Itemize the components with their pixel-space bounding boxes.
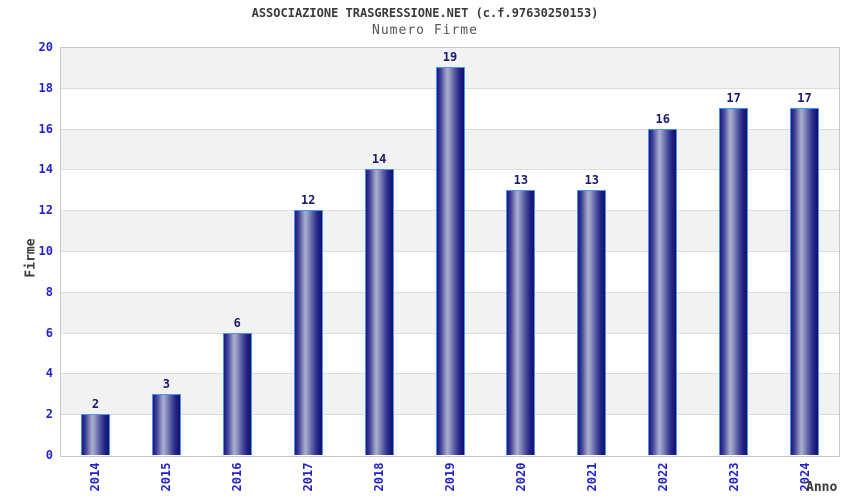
y-tick-label: 10 xyxy=(38,244,53,258)
y-tick-label: 2 xyxy=(45,407,53,422)
bar-2021 xyxy=(577,189,607,455)
y-tick-label: 20 xyxy=(38,40,53,54)
bar-2022 xyxy=(648,128,678,455)
bar-2016 xyxy=(222,332,252,455)
chart-title: ASSOCIAZIONE TRASGRESSIONE.NET (c.f.9763… xyxy=(251,6,599,20)
x-axis-title: Anno xyxy=(806,480,838,495)
bar-2017 xyxy=(293,210,323,455)
bar-value-label: 17 xyxy=(726,91,741,106)
x-tick-label: 2016 xyxy=(230,462,245,492)
x-tick-label: 2018 xyxy=(372,462,387,492)
bar-value-label: 14 xyxy=(371,152,387,167)
y-tick-label: 4 xyxy=(45,366,53,381)
bar-2023 xyxy=(719,108,749,455)
bar-value-label: 13 xyxy=(584,172,600,187)
bar-2020 xyxy=(506,189,536,455)
bar-value-label: 13 xyxy=(513,172,529,187)
bar-value-label: 3 xyxy=(162,376,170,391)
bar-value-label: 16 xyxy=(655,111,670,126)
x-tick-label: 2014 xyxy=(88,462,103,492)
bar-value-label: 6 xyxy=(233,315,241,330)
x-tick-label: 2023 xyxy=(726,462,741,492)
y-tick-label: 12 xyxy=(38,203,53,218)
y-tick-label: 18 xyxy=(38,80,53,95)
x-tick-label: 2021 xyxy=(584,462,599,492)
bar-2015 xyxy=(151,393,181,455)
y-tick-label: 14 xyxy=(38,162,53,177)
bar-value-label: 17 xyxy=(797,91,812,106)
bar-2018 xyxy=(364,169,394,455)
y-tick-label: 0 xyxy=(45,448,53,462)
x-tick-label: 2015 xyxy=(159,462,174,492)
bar-2019 xyxy=(435,67,465,455)
bar-value-label: 2 xyxy=(91,397,100,412)
bar-value-label: 19 xyxy=(442,50,458,65)
bar-2024 xyxy=(790,108,820,455)
bar-2014 xyxy=(80,414,110,455)
x-tick-label: 2019 xyxy=(443,462,457,492)
y-tick-label: 16 xyxy=(38,121,53,136)
x-tick-label: 2017 xyxy=(301,462,316,492)
chart-subtitle: Numero Firme xyxy=(372,23,478,38)
x-tick-label: 2022 xyxy=(655,462,670,492)
y-tick-label: 8 xyxy=(45,284,53,299)
x-tick-label: 2020 xyxy=(513,462,528,492)
y-tick-label: 6 xyxy=(45,325,53,340)
bar-value-label: 12 xyxy=(300,193,316,208)
